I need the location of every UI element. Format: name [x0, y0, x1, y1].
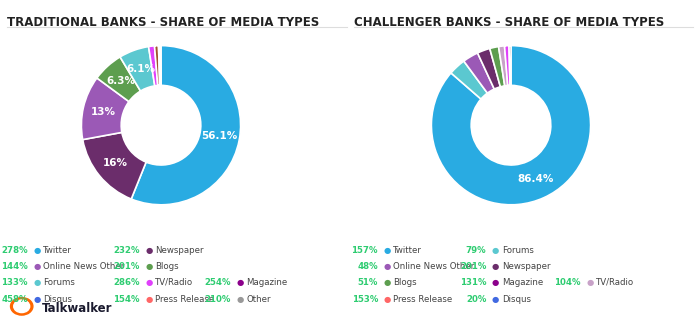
Text: 144%: 144% [1, 262, 28, 271]
Wedge shape [477, 48, 500, 89]
Text: Online News Other: Online News Other [393, 262, 475, 271]
Text: 201%: 201% [460, 262, 486, 271]
Text: CHALLENGER BANKS - SHARE OF MEDIA TYPES: CHALLENGER BANKS - SHARE OF MEDIA TYPES [354, 16, 664, 29]
Wedge shape [155, 46, 160, 85]
Text: ●: ● [34, 262, 41, 271]
Text: 133%: 133% [1, 278, 28, 287]
Text: Press Release: Press Release [155, 295, 215, 304]
Text: Talkwalker: Talkwalker [42, 302, 113, 315]
Text: 48%: 48% [358, 262, 378, 271]
Wedge shape [464, 53, 494, 93]
Text: Other: Other [246, 295, 271, 304]
Text: Blogs: Blogs [155, 262, 179, 271]
Text: Newspaper: Newspaper [502, 262, 550, 271]
Wedge shape [148, 46, 158, 86]
Text: ●: ● [237, 278, 244, 287]
Circle shape [10, 298, 33, 315]
Text: 201%: 201% [113, 262, 140, 271]
Text: TV/Radio: TV/Radio [155, 278, 193, 287]
Wedge shape [505, 46, 510, 85]
Text: TRADITIONAL BANKS - SHARE OF MEDIA TYPES: TRADITIONAL BANKS - SHARE OF MEDIA TYPES [7, 16, 319, 29]
Text: Newspaper: Newspaper [155, 246, 204, 255]
Wedge shape [509, 46, 511, 85]
Text: Online News Other: Online News Other [43, 262, 125, 271]
Wedge shape [431, 46, 591, 205]
Text: 232%: 232% [113, 246, 140, 255]
Text: 86.4%: 86.4% [517, 174, 554, 184]
Text: ●: ● [146, 246, 153, 255]
Text: 153%: 153% [351, 295, 378, 304]
Wedge shape [97, 57, 141, 101]
Wedge shape [83, 132, 146, 199]
Text: ●: ● [146, 295, 153, 304]
Text: Twitter: Twitter [43, 246, 72, 255]
Text: ●: ● [492, 262, 499, 271]
Text: ●: ● [492, 278, 499, 287]
Wedge shape [131, 46, 241, 205]
Wedge shape [451, 61, 487, 99]
Text: 6.1%: 6.1% [126, 65, 155, 74]
Text: Forums: Forums [502, 246, 534, 255]
Text: 154%: 154% [113, 295, 140, 304]
Text: ●: ● [384, 278, 391, 287]
Text: 16%: 16% [103, 158, 127, 168]
Wedge shape [158, 46, 160, 85]
Text: ●: ● [492, 246, 499, 255]
Text: Disqus: Disqus [502, 295, 531, 304]
Wedge shape [160, 46, 161, 85]
Text: 458%: 458% [1, 295, 28, 304]
Wedge shape [498, 46, 508, 86]
Text: 254%: 254% [204, 278, 231, 287]
Text: ●: ● [34, 246, 41, 255]
Text: ●: ● [587, 278, 594, 287]
Text: ●: ● [384, 262, 391, 271]
Text: ●: ● [384, 295, 391, 304]
Text: ●: ● [384, 246, 391, 255]
Text: TV/Radio: TV/Radio [596, 278, 634, 287]
Text: ●: ● [34, 295, 41, 304]
Wedge shape [120, 47, 155, 91]
Text: 278%: 278% [1, 246, 28, 255]
Text: 131%: 131% [460, 278, 486, 287]
Text: 51%: 51% [358, 278, 378, 287]
Circle shape [14, 300, 29, 313]
Text: Disqus: Disqus [43, 295, 72, 304]
Text: 104%: 104% [554, 278, 581, 287]
Text: 286%: 286% [113, 278, 140, 287]
Text: 210%: 210% [204, 295, 231, 304]
Text: Magazine: Magazine [502, 278, 543, 287]
Text: 56.1%: 56.1% [201, 132, 237, 142]
Text: 20%: 20% [466, 295, 486, 304]
Text: 79%: 79% [466, 246, 486, 255]
Text: Forums: Forums [43, 278, 76, 287]
Wedge shape [81, 78, 129, 140]
Text: ●: ● [34, 278, 41, 287]
Wedge shape [490, 47, 505, 87]
Text: Press Release: Press Release [393, 295, 453, 304]
Text: Twitter: Twitter [393, 246, 422, 255]
Text: Blogs: Blogs [393, 278, 417, 287]
Text: 157%: 157% [351, 246, 378, 255]
Text: ●: ● [146, 278, 153, 287]
Text: Magazine: Magazine [246, 278, 288, 287]
Text: 6.3%: 6.3% [106, 76, 136, 86]
Text: 13%: 13% [91, 107, 116, 117]
Text: ●: ● [492, 295, 499, 304]
Text: ●: ● [146, 262, 153, 271]
Text: ●: ● [237, 295, 244, 304]
